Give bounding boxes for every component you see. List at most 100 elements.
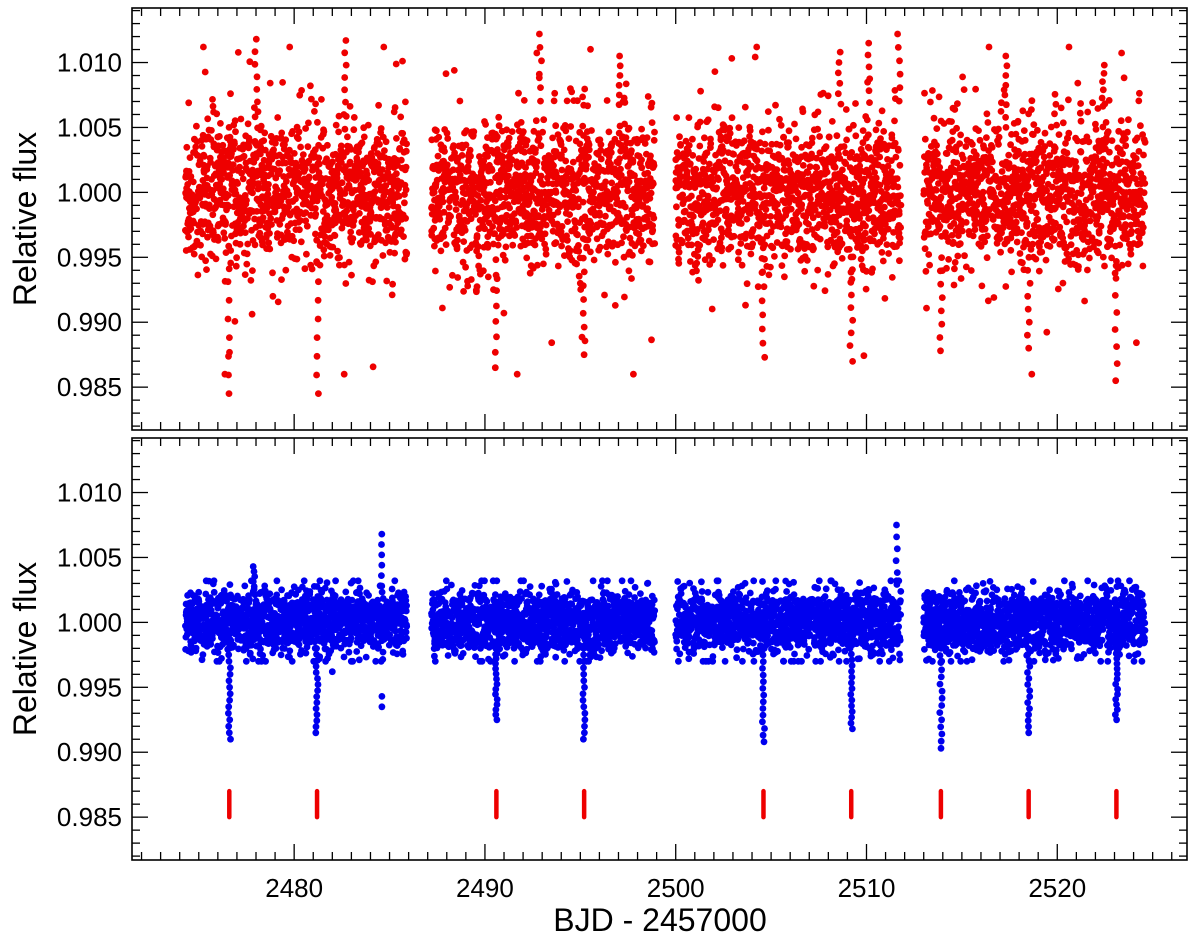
data-point [308, 95, 315, 103]
data-point [1021, 136, 1029, 144]
data-point [525, 198, 533, 206]
data-point [222, 219, 230, 226]
data-point [1002, 81, 1010, 89]
data-point [1018, 229, 1025, 237]
data-point [220, 229, 228, 237]
data-point [633, 229, 640, 237]
data-point [709, 178, 717, 186]
data-point [824, 271, 832, 278]
data-point [528, 224, 536, 231]
data-point [526, 269, 534, 277]
data-point [1008, 230, 1016, 238]
data-point [225, 390, 233, 397]
data-point [318, 96, 325, 103]
data-point [1027, 171, 1035, 179]
data-point [675, 222, 683, 229]
data-point [1002, 101, 1010, 109]
data-point [801, 267, 809, 275]
data-point [554, 262, 562, 270]
data-point [221, 234, 229, 242]
data-point [684, 174, 692, 182]
data-point [1059, 157, 1066, 165]
data-point [443, 129, 451, 137]
data-point [765, 271, 773, 279]
data-point [1109, 193, 1116, 201]
data-point [483, 240, 491, 248]
data-point [289, 127, 296, 135]
data-point [208, 126, 215, 134]
data-point [363, 220, 370, 228]
data-point [951, 106, 959, 113]
data-point [829, 201, 837, 209]
data-point [251, 113, 259, 121]
data-point [867, 236, 875, 244]
data-point [226, 334, 233, 341]
data-point [1106, 148, 1113, 156]
data-point [651, 128, 658, 136]
data-point [990, 294, 998, 301]
data-point [1133, 339, 1140, 347]
data-point [428, 231, 436, 239]
data-point [880, 235, 887, 242]
data-point [872, 126, 880, 134]
data-point [302, 217, 310, 225]
data-point [814, 266, 822, 274]
data-point [829, 217, 837, 225]
data-point [765, 126, 772, 134]
data-point [847, 329, 855, 337]
data-point [611, 302, 619, 309]
data-point [1078, 209, 1086, 217]
data-point [1012, 171, 1020, 179]
data-point [1060, 148, 1068, 156]
data-point [452, 206, 460, 214]
data-point [196, 194, 204, 202]
data-point [979, 188, 987, 196]
data-point [210, 143, 218, 151]
data-point [503, 126, 511, 134]
data-point [252, 35, 260, 43]
data-point [249, 267, 256, 274]
data-point [209, 96, 216, 103]
data-point [532, 169, 540, 177]
data-point [927, 98, 934, 106]
data-point [494, 146, 501, 153]
data-point [437, 247, 445, 255]
data-point [1031, 195, 1039, 203]
data-point [532, 117, 540, 125]
data-point [378, 215, 386, 223]
data-point [253, 208, 261, 215]
data-point [956, 140, 964, 148]
data-point [375, 101, 382, 109]
data-point [300, 177, 308, 185]
data-point [746, 142, 754, 150]
data-point [1113, 309, 1121, 316]
data-point [498, 203, 506, 211]
data-point [199, 230, 207, 238]
data-point [263, 193, 271, 201]
data-point [350, 114, 358, 121]
data-point [638, 125, 645, 133]
data-point [557, 154, 565, 162]
data-point [644, 93, 652, 100]
data-point [876, 181, 884, 189]
data-point [200, 43, 207, 51]
data-point [325, 176, 333, 183]
data-point [495, 113, 503, 121]
data-point [506, 204, 513, 212]
data-point [746, 180, 754, 187]
data-point [933, 125, 941, 132]
data-point [644, 169, 652, 177]
data-point [261, 129, 269, 137]
data-point [328, 193, 336, 201]
data-point [1141, 203, 1148, 211]
data-point [475, 243, 482, 251]
data-point [473, 288, 480, 296]
data-point [888, 213, 895, 221]
data-point [491, 197, 499, 205]
data-point [332, 121, 340, 129]
data-point [347, 228, 355, 236]
data-point [566, 247, 574, 254]
data-point [946, 198, 954, 206]
data-point [580, 268, 588, 276]
data-point [957, 221, 965, 229]
